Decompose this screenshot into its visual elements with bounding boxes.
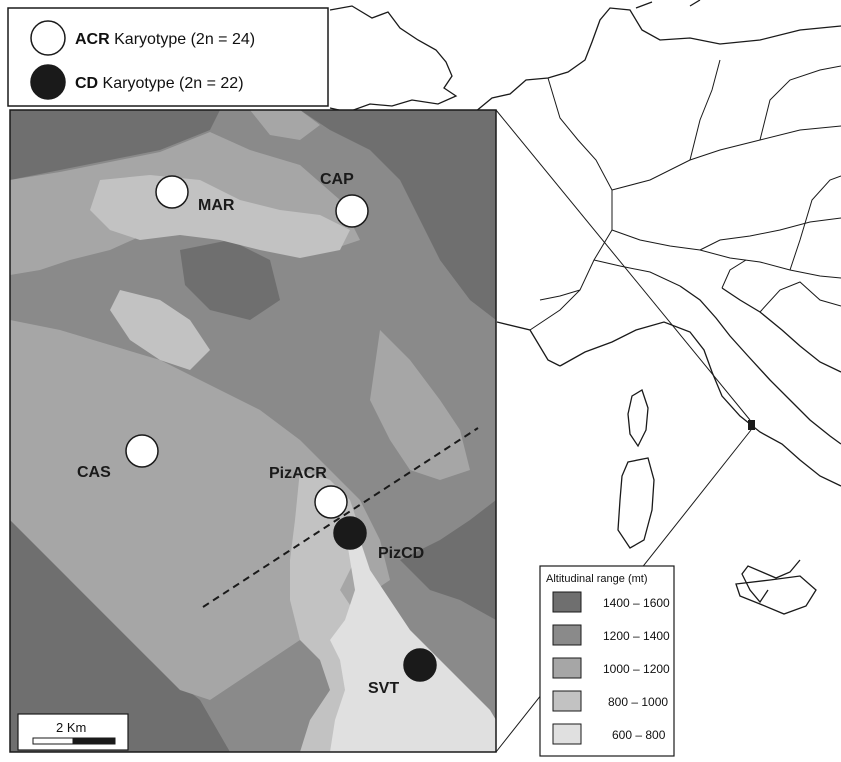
legend-marker-acr bbox=[30, 20, 66, 56]
legend-marker-cd bbox=[30, 64, 66, 100]
legend-acr-code: ACR bbox=[75, 31, 110, 48]
altitude-label-0: 1400 – 1600 bbox=[603, 596, 670, 610]
altitude-label-2: 1000 – 1200 bbox=[603, 662, 670, 676]
site-mar[interactable]: MAR bbox=[155, 175, 235, 214]
site-label-cap: CAP bbox=[320, 171, 354, 188]
site-pizcd[interactable]: PizCD bbox=[333, 516, 424, 562]
altitude-row-3: 800 – 1000 bbox=[552, 690, 668, 712]
inset-connector-top bbox=[495, 109, 751, 421]
europe-overview-map bbox=[329, 0, 841, 615]
site-marker-pizcd bbox=[333, 516, 367, 550]
karyotype-legend: ACR Karyotype (2n = 24) CD Karyotype (2n… bbox=[7, 7, 329, 107]
site-label-cas: CAS bbox=[77, 464, 111, 481]
altitude-legend-title: Altitudinal range (mt) bbox=[546, 573, 648, 585]
site-label-pizacr: PizACR bbox=[269, 465, 327, 482]
svg-text:CD Karyotype (2n = 22): CD Karyotype (2n = 22) bbox=[75, 75, 244, 92]
legend-cd-label: Karyotype (2n = 22) bbox=[98, 75, 243, 92]
continent-north-coastline bbox=[474, 7, 841, 113]
site-cas[interactable]: CAS bbox=[77, 434, 159, 481]
sicily-outline bbox=[735, 575, 817, 615]
scale-bar-white-segment bbox=[32, 737, 74, 745]
legend-entry-acr: ACR Karyotype (2n = 24) bbox=[30, 20, 255, 56]
italy-coastline bbox=[559, 321, 841, 604]
scandinavia-coastline bbox=[635, 0, 701, 9]
site-label-svt: SVT bbox=[368, 680, 399, 697]
relief-inset-frame bbox=[9, 109, 497, 753]
site-label-pizcd: PizCD bbox=[378, 545, 424, 562]
legend-cd-code: CD bbox=[75, 75, 98, 92]
svg-text:ACR Karyotype (2n = 24): ACR Karyotype (2n = 24) bbox=[75, 31, 255, 48]
altitude-row-0: 1400 – 1600 bbox=[552, 591, 670, 613]
altitude-swatch-1 bbox=[552, 624, 582, 646]
altitude-label-4: 600 – 800 bbox=[612, 728, 666, 742]
legend-acr-label: Karyotype (2n = 24) bbox=[110, 31, 255, 48]
relief-high-zones bbox=[10, 110, 496, 752]
altitude-swatch-3 bbox=[552, 690, 582, 712]
karyotype-boundary-dashed-line bbox=[202, 427, 479, 608]
sardinia-outline bbox=[617, 457, 655, 549]
site-marker-svt bbox=[403, 648, 437, 682]
altitude-legend: Altitudinal range (mt) 1400 – 1600 1200 … bbox=[539, 565, 675, 757]
adriatic-coastline bbox=[679, 285, 841, 445]
altitude-legend-rows: 1400 – 1600 1200 – 1400 1000 – 1200 800 … bbox=[552, 591, 670, 745]
site-svt[interactable]: SVT bbox=[368, 648, 437, 697]
altitude-row-1: 1200 – 1400 bbox=[552, 624, 670, 646]
relief-inset-map bbox=[10, 110, 496, 752]
site-pizacr[interactable]: PizACR bbox=[269, 465, 348, 519]
altitude-label-3: 800 – 1000 bbox=[608, 695, 668, 709]
altitude-row-2: 1000 – 1200 bbox=[552, 657, 670, 679]
relief-low-zones bbox=[330, 530, 496, 752]
site-cap[interactable]: CAP bbox=[320, 171, 369, 228]
sites-layer: MAR CAP CAS PizACR PizCD SVT bbox=[77, 171, 437, 697]
site-marker-cap bbox=[335, 194, 369, 228]
scale-bar-label: 2 Km bbox=[56, 720, 86, 735]
altitude-label-1: 1200 – 1400 bbox=[603, 629, 670, 643]
iberia-coastline bbox=[496, 321, 561, 367]
great-britain-coastline bbox=[329, 5, 458, 113]
national-borders bbox=[529, 59, 841, 331]
balkan-coastline bbox=[721, 287, 841, 373]
site-marker-cas bbox=[125, 434, 159, 468]
site-marker-pizacr bbox=[314, 485, 348, 519]
corsica-outline bbox=[627, 389, 649, 448]
study-area-marker bbox=[748, 420, 755, 430]
scale-bar-black-segment bbox=[72, 737, 116, 745]
site-marker-mar bbox=[155, 175, 189, 209]
scale-bar: 2 Km bbox=[17, 713, 129, 751]
altitude-row-4: 600 – 800 bbox=[552, 723, 666, 745]
altitude-swatch-0 bbox=[552, 591, 582, 613]
legend-entry-cd: CD Karyotype (2n = 22) bbox=[30, 64, 244, 100]
altitude-swatch-4 bbox=[552, 723, 582, 745]
site-label-mar: MAR bbox=[198, 197, 235, 214]
altitude-swatch-2 bbox=[552, 657, 582, 679]
